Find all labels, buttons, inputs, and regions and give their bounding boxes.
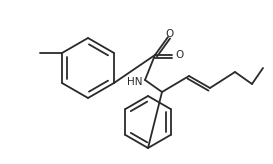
Text: HN: HN: [127, 77, 143, 87]
Text: O: O: [166, 29, 174, 39]
Text: O: O: [176, 50, 184, 60]
